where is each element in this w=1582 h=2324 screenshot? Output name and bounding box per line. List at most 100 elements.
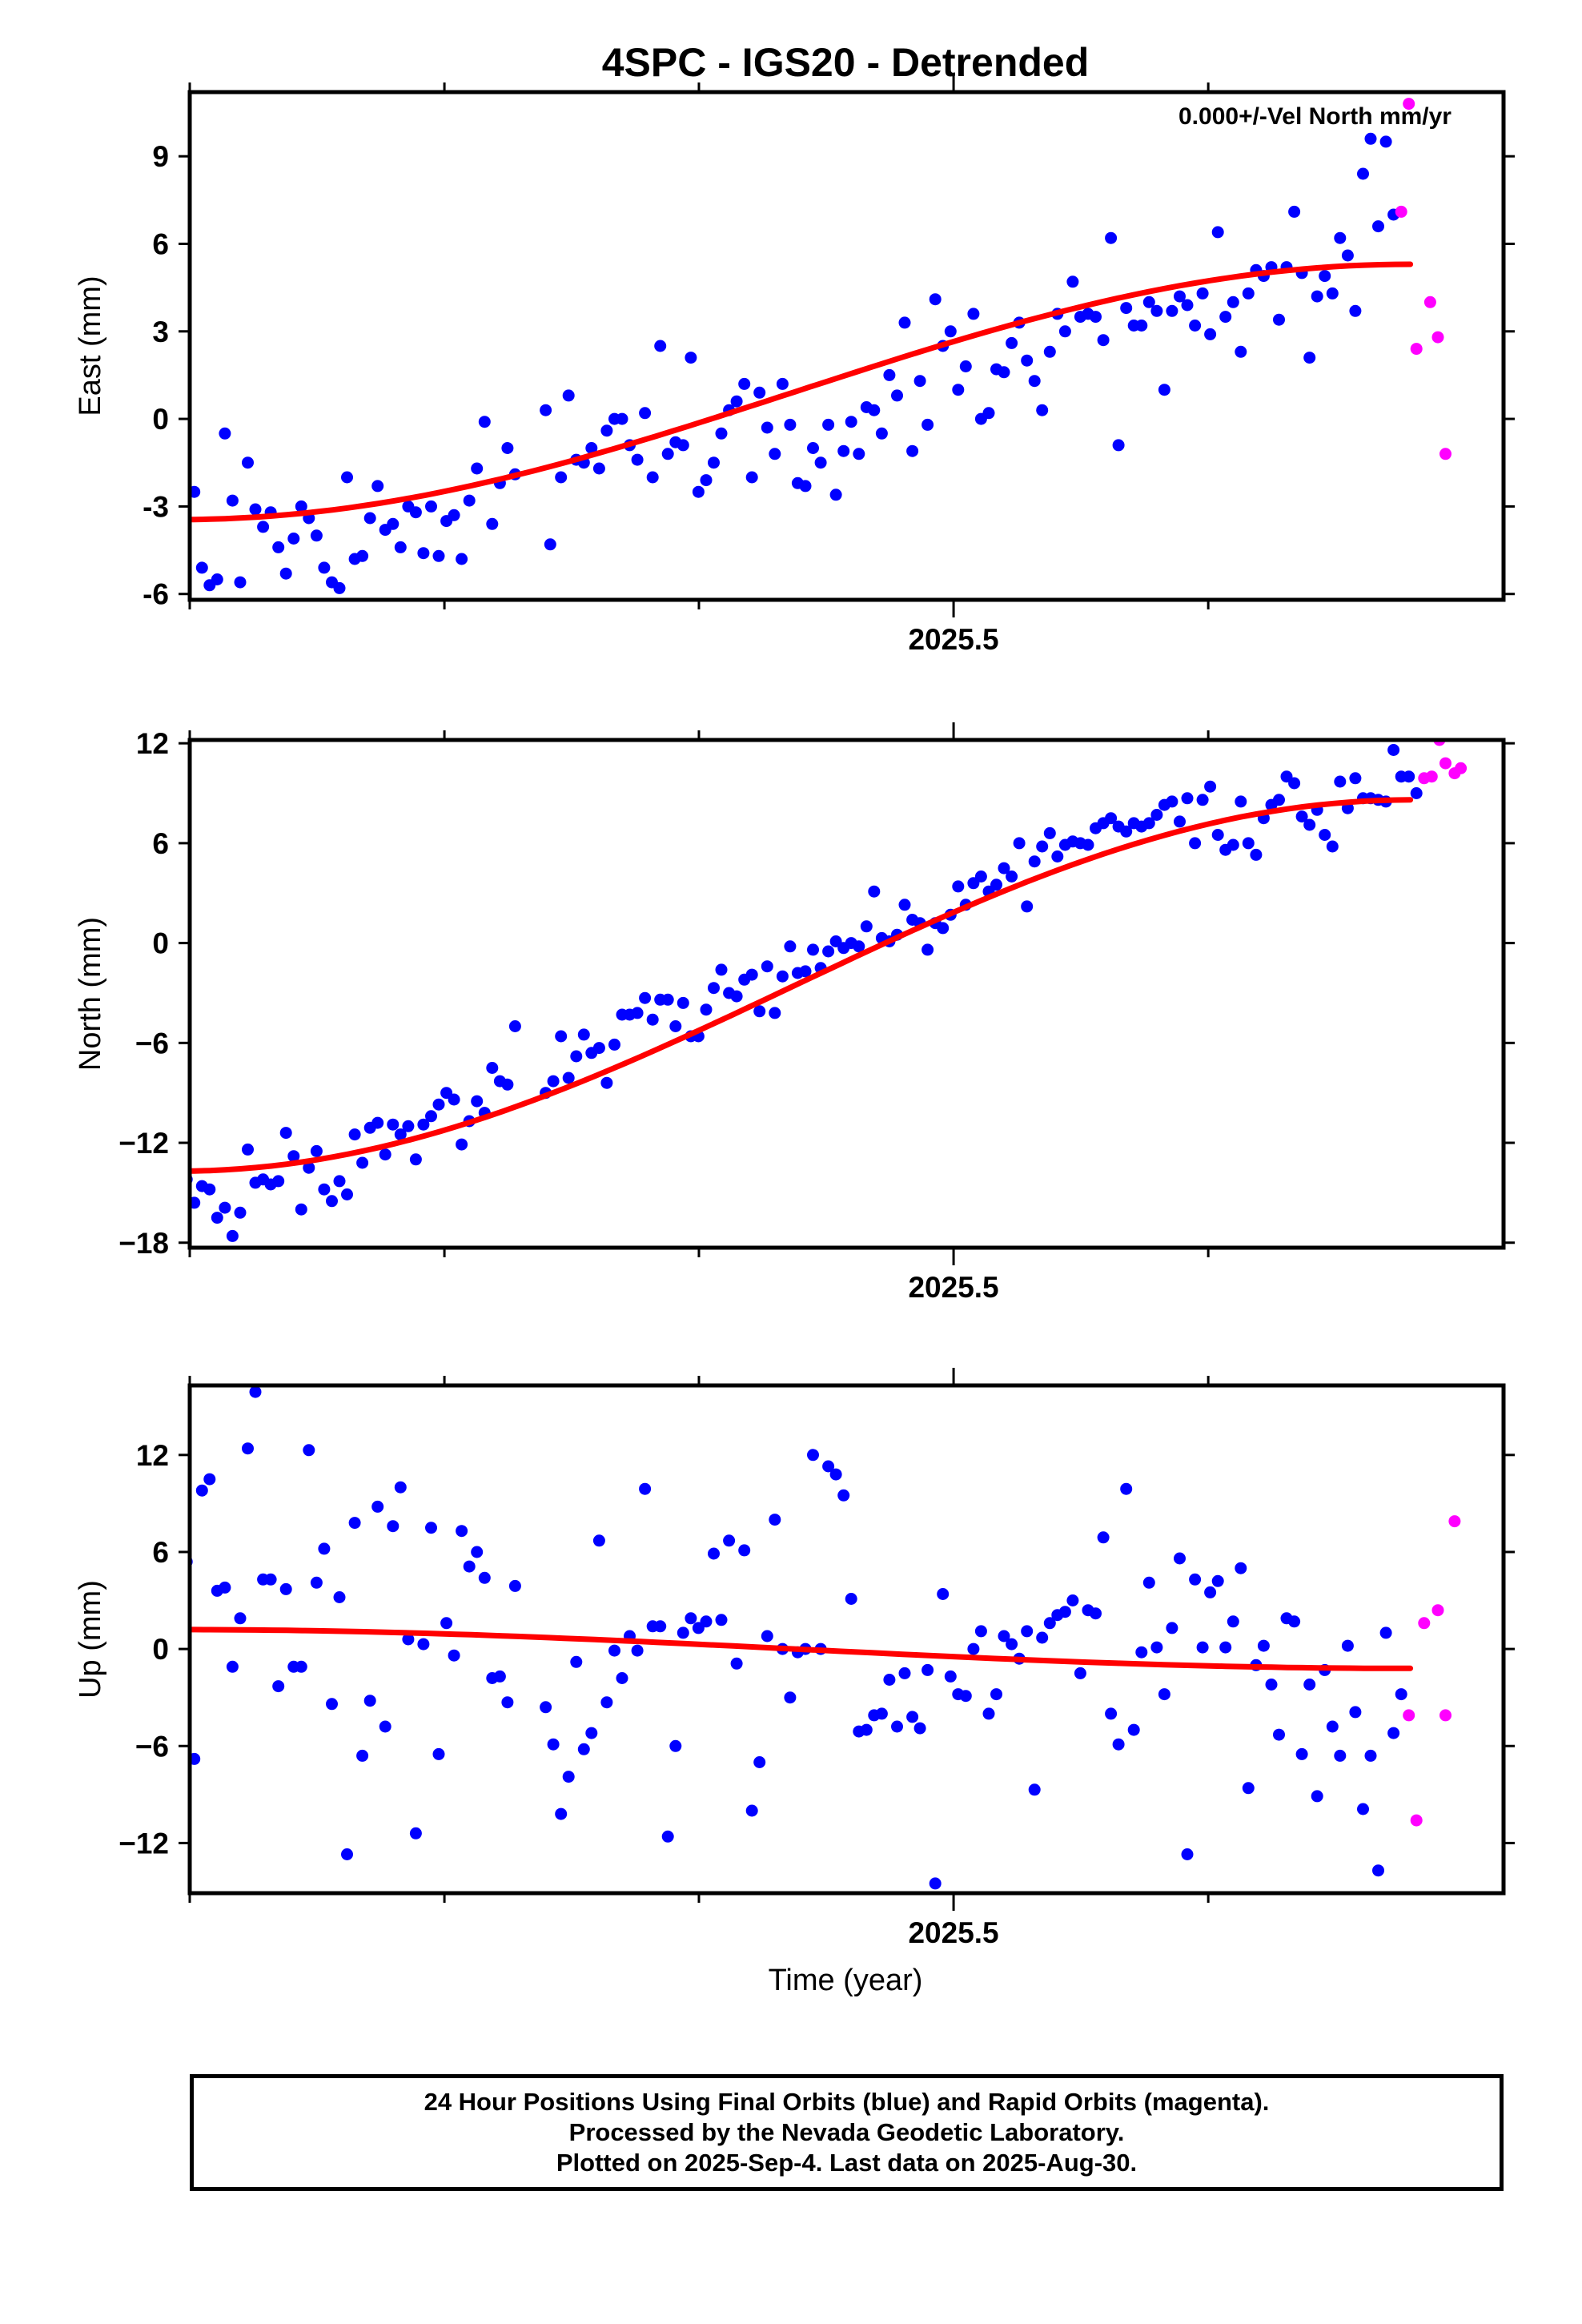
east-final-point xyxy=(600,424,613,437)
up-final-point xyxy=(1166,1622,1178,1634)
north-final-point xyxy=(333,1175,346,1188)
north-final-point xyxy=(974,870,987,883)
north-final-point xyxy=(1036,840,1049,853)
east-final-point xyxy=(1326,287,1339,300)
north-final-point xyxy=(1006,870,1018,883)
up-final-point xyxy=(715,1614,728,1626)
north-final-point xyxy=(303,1161,315,1174)
up-final-point xyxy=(318,1542,331,1555)
up-final-point xyxy=(1349,1706,1362,1719)
east-final-point xyxy=(730,395,743,408)
east-final-point xyxy=(1273,313,1285,326)
up-final-point xyxy=(998,1630,1010,1642)
up-final-point xyxy=(448,1649,460,1662)
up-final-point xyxy=(761,1630,773,1642)
north-final-point xyxy=(211,1212,223,1224)
north-ytick-label: 0 xyxy=(152,927,169,960)
east-final-point xyxy=(807,442,819,454)
north-final-point xyxy=(1410,787,1423,799)
north-final-point xyxy=(287,1150,300,1163)
up-final-point xyxy=(730,1657,743,1670)
north-final-point xyxy=(417,1118,430,1131)
up-final-point xyxy=(1273,1728,1285,1741)
north-final-point xyxy=(371,1116,384,1129)
up-final-point xyxy=(891,1720,903,1733)
east-final-point xyxy=(998,366,1010,379)
east-final-point xyxy=(1303,352,1316,364)
east-final-point xyxy=(387,517,400,530)
up-final-point xyxy=(249,1385,262,1398)
north-final-point xyxy=(1028,855,1041,868)
east-final-point xyxy=(456,553,468,565)
north-final-point xyxy=(1403,770,1415,783)
east-rapid-point xyxy=(1403,98,1415,111)
up-y-axis-label: Up (mm) xyxy=(74,1580,107,1699)
up-final-point xyxy=(685,1612,697,1625)
up-final-point xyxy=(219,1581,231,1594)
east-final-point xyxy=(1311,290,1323,303)
east-final-point xyxy=(982,407,995,420)
up-final-point xyxy=(959,1690,972,1703)
east-final-point xyxy=(486,517,499,530)
north-final-point xyxy=(1334,775,1347,788)
north-rapid-point xyxy=(1439,757,1452,770)
up-final-point xyxy=(1074,1667,1086,1679)
east-frame xyxy=(187,90,1506,602)
up-data-layer xyxy=(190,1385,1461,1890)
up-final-point xyxy=(921,1663,934,1676)
north-final-point xyxy=(677,996,689,1009)
up-final-point xyxy=(1364,1749,1377,1762)
up-final-point xyxy=(1288,1615,1301,1628)
caption-line-processor: Processed by the Nevada Geodetic Laborat… xyxy=(568,2118,1125,2146)
up-final-point xyxy=(333,1591,346,1603)
up-final-point xyxy=(363,1695,376,1707)
north-final-point xyxy=(1303,818,1316,831)
east-final-point xyxy=(715,427,728,440)
north-final-point xyxy=(784,940,797,953)
east-final-point xyxy=(363,512,376,525)
east-final-point xyxy=(646,471,659,484)
up-final-point xyxy=(1257,1639,1270,1652)
east-final-point xyxy=(921,418,934,431)
north-final-point xyxy=(1288,777,1301,790)
north-final-point xyxy=(1021,900,1034,913)
north-final-point xyxy=(409,1153,422,1166)
up-final-point xyxy=(677,1626,689,1639)
east-final-point xyxy=(1235,345,1247,358)
up-final-point xyxy=(456,1525,468,1538)
north-final-point xyxy=(952,880,965,893)
east-final-point xyxy=(738,377,751,390)
up-final-point xyxy=(577,1743,590,1755)
north-final-point xyxy=(1120,825,1133,838)
east-final-point xyxy=(341,471,353,484)
east-final-point xyxy=(585,442,598,454)
up-final-point xyxy=(371,1500,384,1513)
east-final-point xyxy=(1158,384,1170,396)
up-final-point xyxy=(944,1670,957,1683)
up-final-point xyxy=(1158,1688,1170,1701)
north-final-point xyxy=(1181,792,1194,805)
caption-line-dates: Plotted on 2025-Sep-4. Last data on 2025… xyxy=(556,2149,1138,2177)
east-final-point xyxy=(745,471,758,484)
east-final-point xyxy=(234,576,247,589)
north-final-point xyxy=(937,922,950,935)
up-final-point xyxy=(1357,1803,1369,1815)
up-final-point xyxy=(708,1547,720,1560)
east-model-curve xyxy=(190,261,1414,523)
east-final-point xyxy=(425,500,437,513)
north-final-point xyxy=(272,1175,285,1188)
north-final-point xyxy=(631,1007,644,1019)
east-final-point xyxy=(1219,311,1232,324)
east-final-point xyxy=(1097,334,1110,347)
up-final-point xyxy=(562,1771,575,1783)
east-final-point xyxy=(448,509,460,521)
east-final-point xyxy=(952,384,965,396)
north-final-point xyxy=(203,1183,216,1196)
north-final-point xyxy=(348,1128,361,1141)
north-final-point xyxy=(394,1128,407,1141)
caption-line-orbits: 24 Hour Positions Using Final Orbits (bl… xyxy=(424,2088,1270,2116)
north-final-point xyxy=(1189,837,1202,850)
north-final-point xyxy=(310,1144,323,1157)
up-final-point xyxy=(1036,1631,1049,1644)
east-final-point xyxy=(173,442,185,454)
